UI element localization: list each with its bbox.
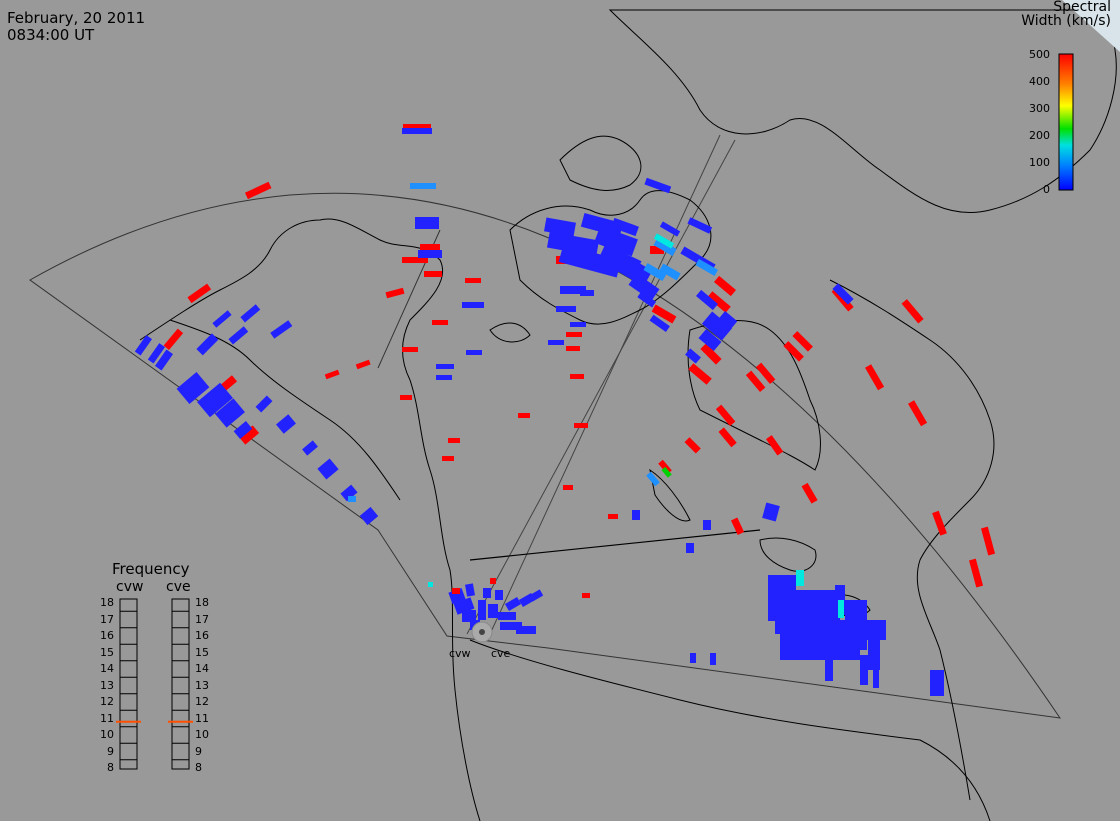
freq-label-right: 18 [195,596,209,609]
freq-label-left: 14 [100,662,114,675]
legend-tick-label: 400 [1029,75,1050,88]
radar-label-cve: cve [491,647,511,660]
freq-label-left: 12 [100,695,114,708]
freq-label-left: 17 [100,612,114,626]
legend-tick-label: 0 [1043,183,1050,196]
freq-ticks [120,610,189,761]
freq-label-right: 10 [195,728,209,741]
freq-box-cvw [119,598,138,770]
freq-label-right: 16 [195,629,209,642]
radar-label-cvw: cvw [449,647,471,660]
radar-scatter [134,124,996,696]
freq-label-left: 8 [107,761,114,774]
colour-scale-bar [1058,53,1074,191]
fov-boundary [29,192,1062,719]
freq-label-right: 14 [195,662,209,675]
freq-box-cve [171,598,190,770]
freq-label-right: 17 [195,612,209,626]
freq-label-right: 13 [195,678,209,692]
freq-label-right: 9 [195,744,202,758]
legend-tick-label: 200 [1029,129,1050,142]
legend-corner [1062,0,1120,52]
site-label-cvw: cvw [116,579,144,595]
beam-edge-line [489,134,721,635]
freq-label-left: 15 [100,645,114,659]
time-label: 0834:00 UT [7,26,95,44]
freq-label-left: 18 [100,596,114,609]
freq-label-left: 10 [100,728,114,741]
legend-subtitle: Width (km/s) [1021,13,1111,29]
freq-label-right: 8 [195,761,202,774]
freq-label-right: 11 [195,711,209,725]
coastlines [139,9,1117,821]
legend-tick-label: 300 [1029,102,1050,115]
freq-label-left: 16 [100,629,114,642]
legend-title: Spectral [1053,0,1111,15]
radar-site-dot [479,629,485,635]
freq-label-left: 11 [100,711,114,725]
legend-tick-label: 500 [1029,48,1050,61]
date-label: February, 20 2011 [7,9,146,27]
freq-label-right: 12 [195,695,209,708]
freq-label-left: 13 [100,678,114,692]
legend-tick-label: 100 [1029,156,1050,169]
site-label-cve: cve [166,579,191,595]
freq-label-left: 9 [107,744,114,758]
freq-label-right: 15 [195,645,209,659]
frequency-title: Frequency [112,560,190,578]
